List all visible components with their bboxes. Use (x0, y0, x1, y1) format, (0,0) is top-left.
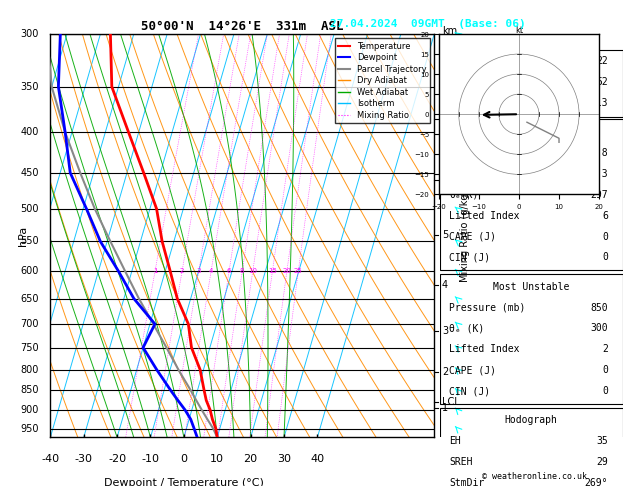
Text: θₑ(K): θₑ(K) (449, 190, 479, 200)
Text: 10: 10 (210, 453, 224, 464)
Text: Lifted Index: Lifted Index (449, 345, 520, 354)
Bar (440, 408, 623, 486)
Text: -20: -20 (108, 453, 126, 464)
Bar (440, 119, 623, 270)
Text: Surface: Surface (511, 127, 552, 137)
Text: CAPE (J): CAPE (J) (449, 365, 496, 376)
Text: 4: 4 (209, 268, 213, 274)
Text: 6: 6 (227, 268, 231, 274)
Text: 1.13: 1.13 (584, 98, 608, 107)
Text: 400: 400 (20, 127, 39, 138)
Text: 2: 2 (180, 268, 184, 274)
Text: 20: 20 (243, 453, 258, 464)
Text: 750: 750 (20, 343, 39, 353)
Text: PW (cm): PW (cm) (449, 98, 490, 107)
Text: 300: 300 (20, 29, 39, 39)
Text: 40: 40 (310, 453, 325, 464)
Text: EH: EH (449, 436, 461, 447)
Text: 3: 3 (442, 326, 448, 336)
Bar (440, 50, 623, 117)
Text: 300: 300 (591, 324, 608, 333)
Text: 2: 2 (442, 367, 448, 377)
Text: 5: 5 (442, 230, 448, 240)
Text: CIN (J): CIN (J) (449, 253, 490, 262)
Text: 2.3: 2.3 (591, 169, 608, 178)
Text: 950: 950 (20, 423, 39, 434)
Text: K: K (449, 55, 455, 66)
Title: 50°00'N  14°26'E  331m  ASL: 50°00'N 14°26'E 331m ASL (141, 20, 343, 33)
Text: 500: 500 (20, 204, 39, 214)
Text: 450: 450 (20, 168, 39, 178)
Text: 0: 0 (602, 365, 608, 376)
Text: 297: 297 (591, 190, 608, 200)
Text: 8.8: 8.8 (591, 148, 608, 157)
Text: SREH: SREH (449, 457, 472, 468)
Text: 0: 0 (602, 386, 608, 397)
Text: 20: 20 (282, 268, 291, 274)
Text: Mixing Ratio (g/kg): Mixing Ratio (g/kg) (460, 190, 470, 282)
X-axis label: kt: kt (515, 26, 523, 35)
Text: 8: 8 (240, 268, 245, 274)
Text: Dewp (°C): Dewp (°C) (449, 169, 502, 178)
Text: 850: 850 (591, 302, 608, 312)
Text: 4: 4 (442, 280, 448, 290)
Text: StmDir: StmDir (449, 478, 484, 486)
Text: 600: 600 (20, 266, 39, 276)
Text: Pressure (mb): Pressure (mb) (449, 302, 525, 312)
Text: LCL: LCL (442, 398, 460, 407)
Text: 900: 900 (20, 405, 39, 415)
Text: 0: 0 (181, 453, 187, 464)
Text: hPa: hPa (18, 226, 28, 246)
Text: 6: 6 (602, 210, 608, 221)
Text: 52: 52 (596, 77, 608, 87)
Text: Lifted Index: Lifted Index (449, 210, 520, 221)
Text: Temp (°C): Temp (°C) (449, 148, 502, 157)
Legend: Temperature, Dewpoint, Parcel Trajectory, Dry Adiabat, Wet Adiabat, Isotherm, Mi: Temperature, Dewpoint, Parcel Trajectory… (335, 38, 430, 123)
Text: Most Unstable: Most Unstable (493, 281, 569, 292)
Text: 27.04.2024  09GMT  (Base: 06): 27.04.2024 09GMT (Base: 06) (330, 19, 526, 30)
Text: -40: -40 (42, 453, 59, 464)
Text: © weatheronline.co.uk: © weatheronline.co.uk (482, 472, 587, 481)
Text: θₑ (K): θₑ (K) (449, 324, 484, 333)
Text: CIN (J): CIN (J) (449, 386, 490, 397)
Text: 350: 350 (20, 82, 39, 92)
Text: 0: 0 (602, 231, 608, 242)
Text: -10: -10 (142, 453, 160, 464)
Text: 22: 22 (596, 55, 608, 66)
Text: 850: 850 (20, 385, 39, 396)
Text: Totals Totals: Totals Totals (449, 77, 525, 87)
Bar (440, 274, 623, 404)
Text: -30: -30 (75, 453, 92, 464)
Text: CAPE (J): CAPE (J) (449, 231, 496, 242)
Text: Hodograph: Hodograph (505, 416, 558, 425)
Text: 650: 650 (20, 294, 39, 304)
Text: 1: 1 (153, 268, 157, 274)
Text: 29: 29 (596, 457, 608, 468)
Text: 1: 1 (442, 403, 448, 413)
Text: 700: 700 (20, 319, 39, 329)
Text: 30: 30 (277, 453, 291, 464)
Text: 10: 10 (248, 268, 257, 274)
Text: 269°: 269° (584, 478, 608, 486)
Text: 7: 7 (442, 114, 448, 124)
Text: 35: 35 (596, 436, 608, 447)
Text: Dewpoint / Temperature (°C): Dewpoint / Temperature (°C) (104, 478, 264, 486)
Text: 2: 2 (602, 345, 608, 354)
Text: 15: 15 (268, 268, 277, 274)
Text: 25: 25 (294, 268, 303, 274)
Text: 0: 0 (602, 253, 608, 262)
Text: 800: 800 (20, 364, 39, 375)
Text: 6: 6 (442, 175, 448, 185)
Text: 3: 3 (196, 268, 201, 274)
Text: 550: 550 (20, 237, 39, 246)
Text: km
ASL: km ASL (442, 26, 460, 48)
